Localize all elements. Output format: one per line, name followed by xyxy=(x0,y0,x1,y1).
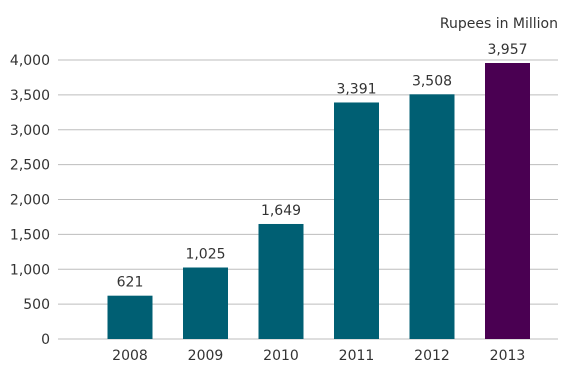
y-tick-label: 2,000 xyxy=(10,193,50,209)
data-label: 3,508 xyxy=(412,73,452,89)
bar-2010 xyxy=(258,223,304,339)
y-tick-label: 1,000 xyxy=(10,262,50,278)
data-label: 3,957 xyxy=(487,42,527,58)
bar-2013 xyxy=(485,62,530,340)
data-label: 1,649 xyxy=(261,203,301,219)
y-tick-label: 0 xyxy=(41,332,50,348)
unit-label: Rupees in Million xyxy=(440,16,558,32)
bar-2008 xyxy=(107,295,153,339)
bar-2011 xyxy=(334,102,379,339)
bar-2012 xyxy=(409,94,455,339)
data-labels: 621 1,025 1,649 3,391 3,508 3,957 xyxy=(117,42,528,291)
y-tick-label: 4,000 xyxy=(10,53,50,69)
data-label: 621 xyxy=(117,275,144,291)
x-tick-label: 2008 xyxy=(112,348,148,364)
y-tick-label: 2,500 xyxy=(10,158,50,174)
y-tick-label: 500 xyxy=(23,297,50,313)
x-tick-label: 2009 xyxy=(188,348,224,364)
x-tick-label: 2013 xyxy=(490,348,526,364)
bar-2009 xyxy=(183,267,228,339)
data-label: 1,025 xyxy=(185,247,225,263)
data-label: 3,391 xyxy=(336,81,376,97)
y-axis-tick-labels: 0 500 1,000 1,500 2,000 2,500 3,000 3,500 4,000 xyxy=(10,53,50,348)
y-tick-label: 1,500 xyxy=(10,227,50,243)
x-tick-label: 2011 xyxy=(339,348,375,364)
x-axis-tick-labels: 2008 2009 2010 2011 2012 2013 xyxy=(112,348,525,364)
x-tick-label: 2012 xyxy=(414,348,450,364)
x-tick-label: 2010 xyxy=(263,348,299,364)
bars xyxy=(107,62,530,340)
y-tick-label: 3,500 xyxy=(10,88,50,104)
y-tick-label: 3,000 xyxy=(10,123,50,139)
